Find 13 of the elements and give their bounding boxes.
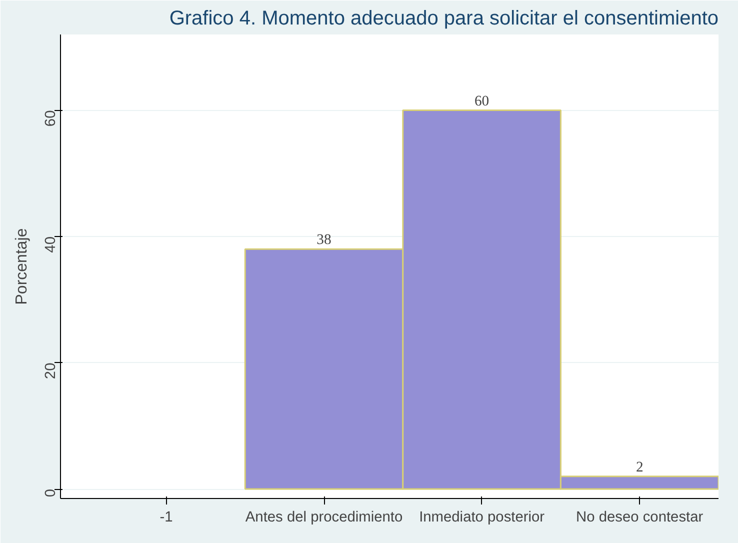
y-tick-label: 20 (43, 362, 59, 380)
x-tick-label: No deseo contestar (576, 510, 704, 526)
data-label: 2 (636, 459, 644, 476)
chart-title: Grafico 4. Momento adecuado para solicitar el consentimiento (169, 8, 719, 30)
x-tick-label: -1 (160, 510, 173, 526)
data-label: 38 (316, 232, 332, 248)
x-tick-label: Antes del procedimiento (245, 510, 403, 526)
y-axis-title: Porcentaje (14, 228, 30, 305)
y-tick-label: 0 (43, 489, 59, 498)
x-tick-label: Inmediato posterior (419, 510, 545, 526)
y-tick-label: 40 (43, 236, 59, 253)
y-tick-label: 60 (43, 110, 59, 127)
data-label: 60 (474, 93, 490, 110)
